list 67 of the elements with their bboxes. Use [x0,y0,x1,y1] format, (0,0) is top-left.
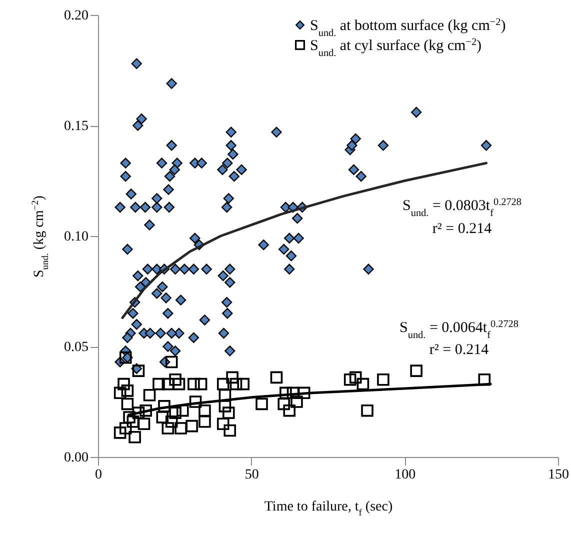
point [165,356,178,368]
point [290,396,303,408]
point [224,424,236,437]
point [188,378,200,390]
x-tick-label: 100 [394,468,416,482]
point [218,400,232,412]
point [270,371,283,384]
point [377,374,390,386]
point [119,351,132,364]
x-tick-label: 0 [95,468,102,482]
point [174,422,187,434]
point [114,426,126,439]
point [123,411,136,424]
point [152,378,165,390]
point [349,371,362,384]
point [478,374,491,386]
point [114,386,126,400]
point [226,371,238,384]
point [186,420,198,432]
point [118,378,130,390]
point [256,398,268,410]
annotation: r² = 0.214 [432,221,492,237]
point [169,374,182,386]
y-tick-label: 0.20 [64,8,88,24]
point [138,418,150,430]
annotation: r² = 0.214 [429,342,490,358]
point [198,404,211,417]
point [121,398,134,410]
x-tick-label: 150 [548,468,569,482]
x-axis-title: Time to failure, t$_{f}$ (sec) [264,500,393,518]
point [126,415,140,428]
point [162,378,174,390]
point [237,378,250,390]
legend-label: S$_{und.}$ at bottom surface (kg cm$^{−2}$) [310,16,506,38]
point [176,404,189,417]
point [140,404,152,417]
x-tick-label: 50 [244,468,259,482]
point [165,415,178,428]
point [128,430,141,444]
point [356,378,370,390]
point [169,406,182,419]
y-tick-label: 0.10 [64,230,88,244]
point [194,378,208,390]
point [278,398,290,410]
point [298,386,310,400]
point [222,406,235,419]
y-tick-label: 0.00 [64,450,88,466]
point [143,388,156,402]
point [158,400,170,412]
y-tick-label: 0.15 [64,119,88,134]
point [189,396,202,408]
point [198,415,211,428]
point [172,378,186,390]
point [132,364,145,377]
legend-label: S$_{und.}$ at cyl surface (kg cm$^{−2}$) [310,36,482,58]
point [216,378,230,390]
point [410,364,422,377]
point [119,422,132,434]
point [283,404,296,417]
y-tick-label: 0.05 [64,340,88,355]
point [361,404,374,417]
point [121,384,134,397]
point [162,422,174,434]
point [216,418,230,430]
point [344,374,356,386]
point [230,378,242,390]
point [156,411,169,424]
